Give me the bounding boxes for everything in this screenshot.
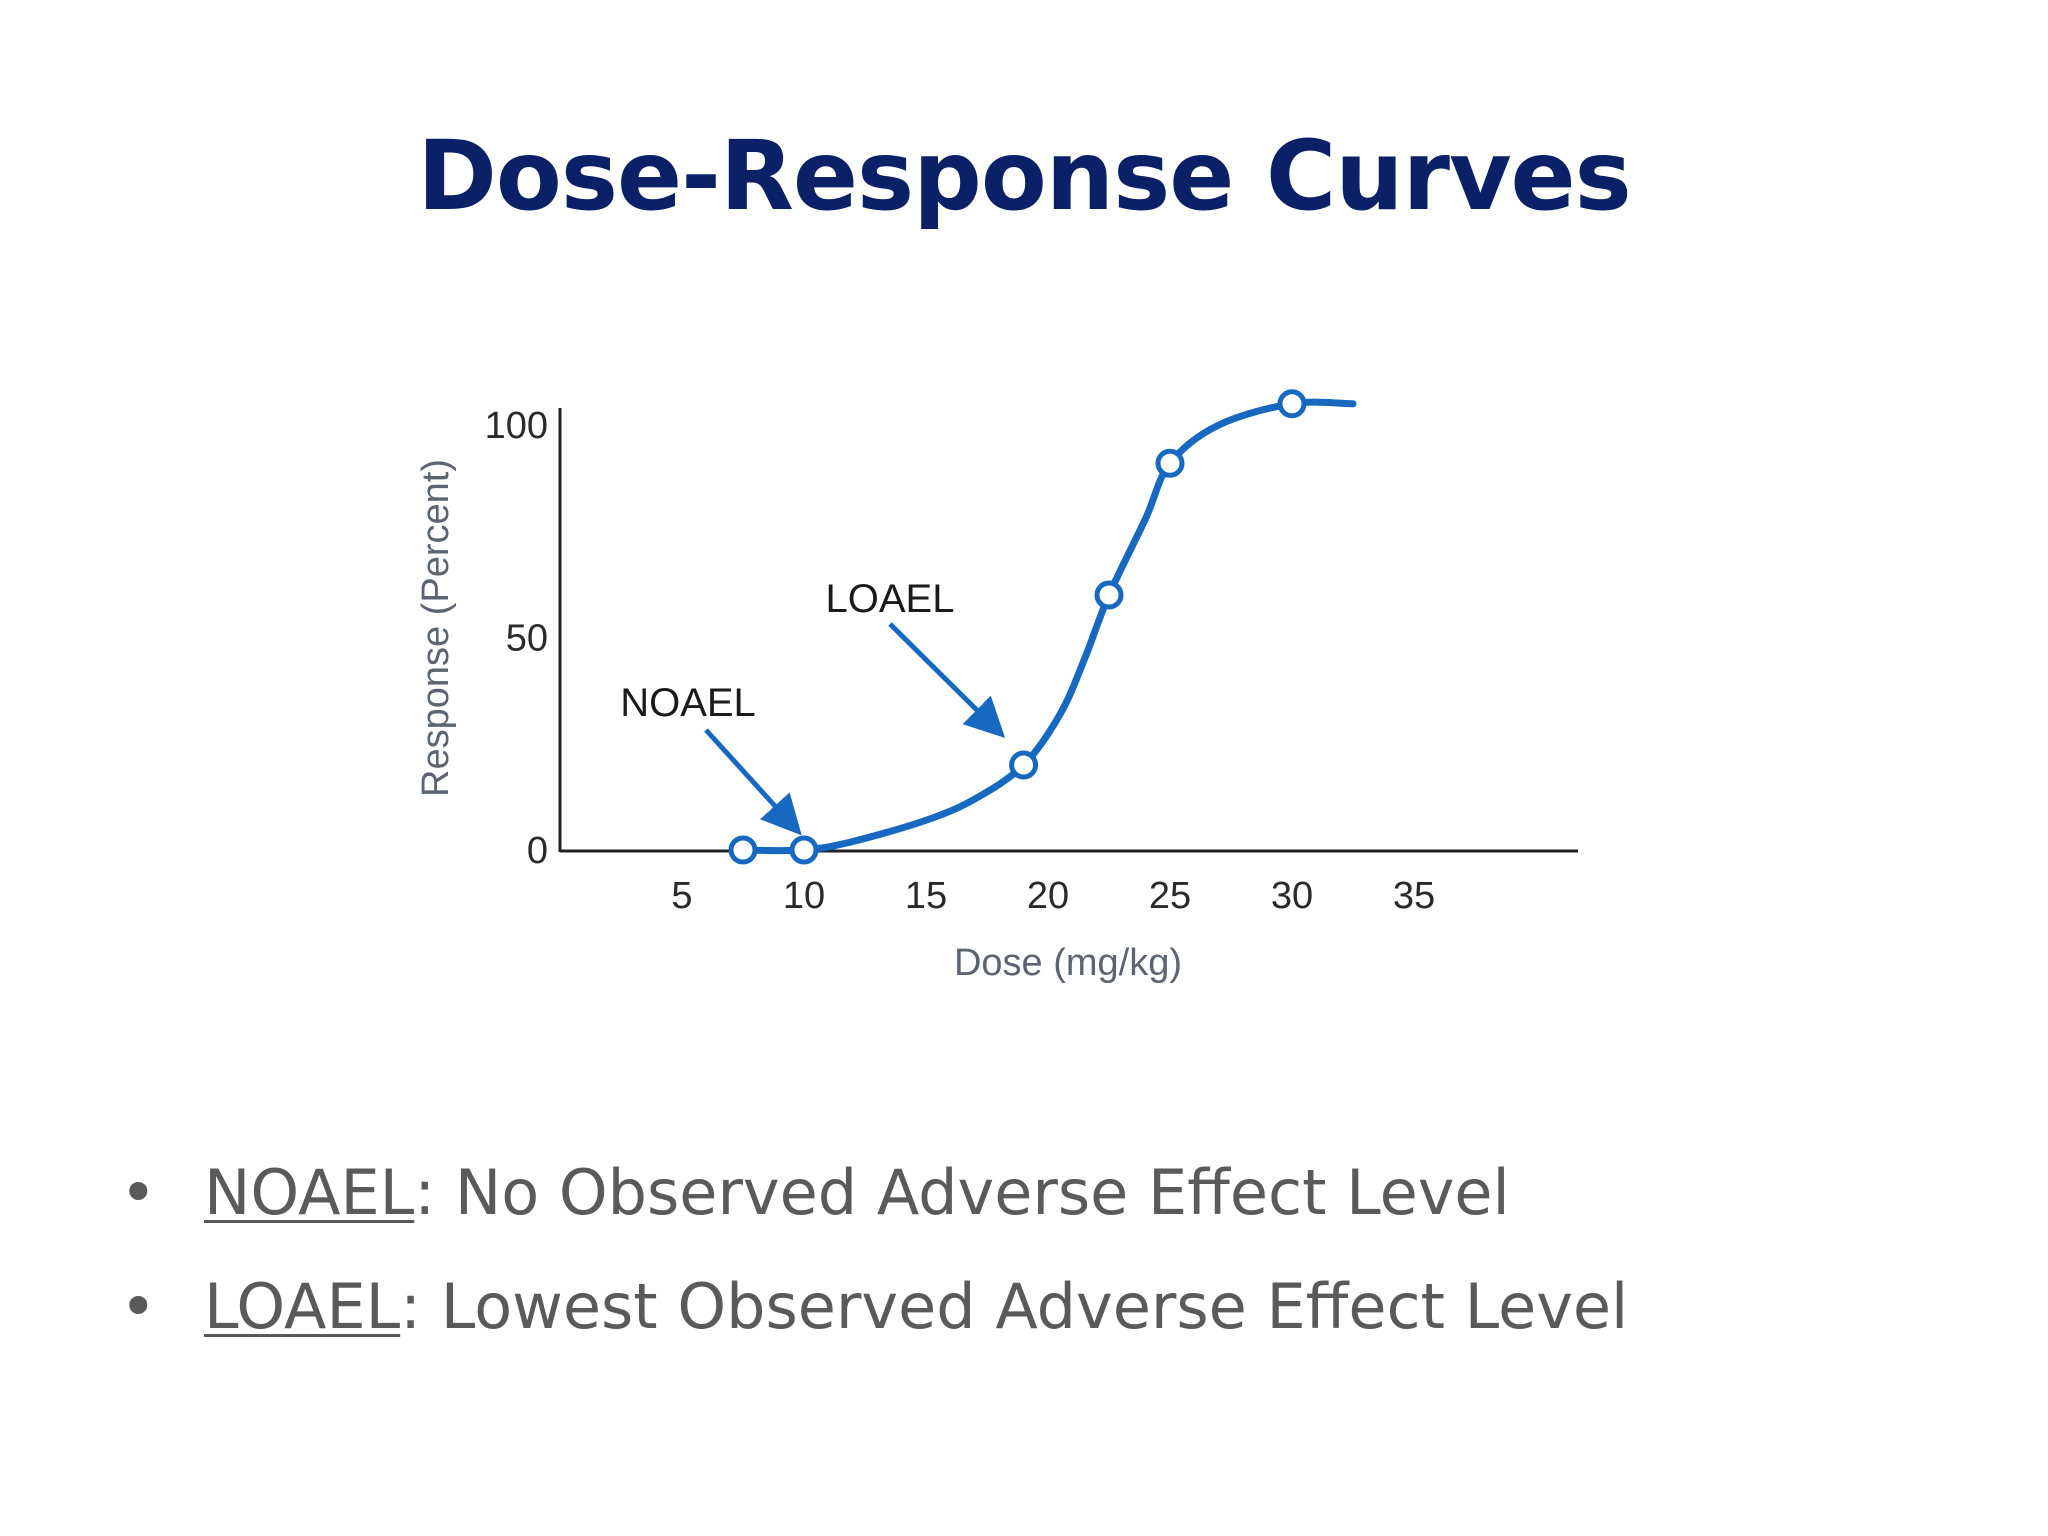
bullet-icon: • [120, 1270, 157, 1343]
term-noael: NOAEL [204, 1156, 415, 1229]
term-loael: LOAEL [204, 1270, 401, 1343]
data-point [1155, 448, 1185, 478]
definition-list: • NOAEL: No Observed Adverse Effect Level… [120, 1148, 1628, 1376]
data-point [789, 835, 819, 865]
data-point [1094, 580, 1124, 610]
list-item: • LOAEL: Lowest Observed Adverse Effect L… [120, 1262, 1628, 1376]
y-axis-label: Response (Percent) [415, 459, 457, 797]
definition-noael: : No Observed Adverse Effect Level [414, 1156, 1510, 1229]
x-tick-label: 30 [1271, 875, 1313, 917]
slide-title: Dose-Response Curves [417, 120, 1632, 232]
bullet-icon: • [120, 1156, 157, 1229]
data-point [1009, 750, 1039, 780]
y-tick-label: 0 [527, 830, 548, 872]
x-axis-label: Dose (mg/kg) [954, 942, 1182, 984]
data-point [728, 835, 758, 865]
x-tick-label: 15 [905, 875, 947, 917]
dose-response-curve [739, 398, 1357, 855]
y-tick-label: 100 [485, 405, 548, 447]
data-point [1277, 389, 1307, 419]
x-tick-label: 10 [783, 875, 825, 917]
y-tick-label: 50 [506, 618, 548, 660]
definition-loael: : Lowest Observed Adverse Effect Level [400, 1270, 1629, 1343]
annotation-arrow-loael [888, 622, 1006, 739]
annotation-label-noael: NOAEL [620, 681, 756, 725]
annotation-label-loael: LOAEL [826, 577, 955, 621]
x-tick-label: 5 [671, 875, 692, 917]
list-item: • NOAEL: No Observed Adverse Effect Level [120, 1148, 1628, 1262]
annotation-arrow-noael [704, 728, 802, 836]
x-tick-label: 35 [1393, 875, 1435, 917]
x-tick-label: 20 [1027, 875, 1069, 917]
x-tick-label: 25 [1149, 875, 1191, 917]
